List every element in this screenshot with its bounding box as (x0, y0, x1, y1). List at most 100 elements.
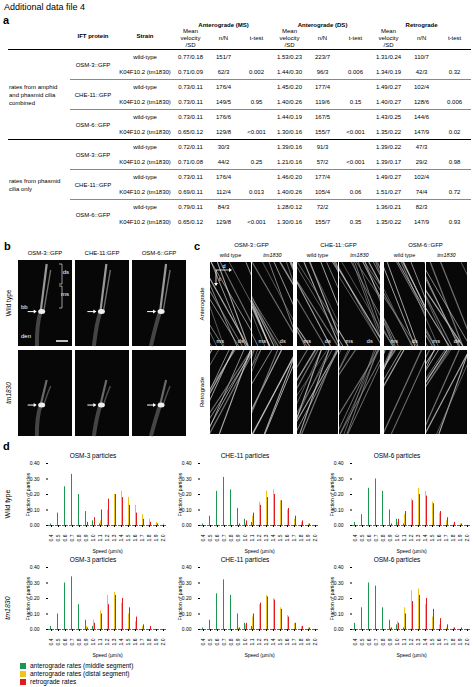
svg-text:1.7: 1.7 (291, 638, 297, 645)
svg-text:Fraction of particles: Fraction of particles (177, 472, 183, 516)
svg-text:ds: ds (367, 338, 373, 344)
svg-text:ms: ms (391, 338, 399, 344)
svg-text:0.8: 0.8 (228, 638, 234, 645)
svg-text:0.40: 0.40 (334, 460, 344, 466)
svg-text:0.8: 0.8 (228, 534, 234, 541)
svg-text:1.9: 1.9 (305, 638, 311, 645)
svg-text:ds: ds (325, 338, 331, 344)
svg-text:0.30: 0.30 (334, 476, 344, 482)
svg-text:0.7: 0.7 (221, 534, 227, 541)
svg-text:0.4: 0.4 (200, 638, 206, 645)
svg-text:1.9: 1.9 (457, 638, 463, 645)
svg-text:1.4: 1.4 (422, 534, 428, 541)
svg-text:1.8: 1.8 (298, 534, 304, 541)
svg-text:2.0: 2.0 (464, 534, 470, 541)
svg-text:wild type: wild type (306, 252, 328, 258)
svg-text:0.7: 0.7 (221, 638, 227, 645)
svg-text:OSM-3::GFP: OSM-3::GFP (234, 242, 269, 248)
svg-text:0.40: 0.40 (30, 564, 40, 570)
svg-text:1.4: 1.4 (118, 638, 124, 645)
svg-text:1.1: 1.1 (249, 534, 255, 541)
svg-text:ms: ms (433, 338, 441, 344)
svg-text:1.2: 1.2 (256, 638, 262, 645)
svg-text:0.10: 0.10 (334, 611, 344, 617)
svg-text:1.9: 1.9 (153, 534, 159, 541)
svg-text:1.0: 1.0 (242, 638, 248, 645)
svg-text:1.8: 1.8 (450, 534, 456, 541)
svg-text:1.6: 1.6 (284, 638, 290, 645)
svg-text:1.5: 1.5 (125, 534, 131, 541)
svg-text:0.10: 0.10 (182, 611, 192, 617)
svg-text:Speed (µm/s): Speed (µm/s) (92, 652, 122, 658)
svg-text:1.4: 1.4 (270, 638, 276, 645)
svg-text:2.0: 2.0 (312, 534, 318, 541)
svg-text:0.10: 0.10 (334, 507, 344, 513)
svg-text:0.7: 0.7 (373, 638, 379, 645)
svg-text:1.6: 1.6 (132, 534, 138, 541)
svg-text:2.0: 2.0 (464, 638, 470, 645)
svg-text:wild type: wild type (219, 252, 241, 258)
svg-text:0.10: 0.10 (30, 611, 40, 617)
svg-text:1.1: 1.1 (249, 638, 255, 645)
svg-text:Fraction of particles: Fraction of particles (25, 472, 31, 516)
svg-text:ds: ds (412, 338, 418, 344)
svg-text:Fraction of particles: Fraction of particles (329, 576, 335, 620)
svg-text:0.00: 0.00 (30, 522, 40, 528)
svg-text:1.1: 1.1 (97, 534, 103, 541)
svg-text:0.6: 0.6 (62, 534, 68, 541)
svg-text:0.20: 0.20 (182, 595, 192, 601)
svg-text:0.9: 0.9 (83, 638, 89, 645)
svg-text:Speed (µm/s): Speed (µm/s) (396, 652, 426, 658)
svg-text:0.6: 0.6 (214, 534, 220, 541)
svg-text:0.20: 0.20 (334, 595, 344, 601)
svg-text:1.2: 1.2 (104, 534, 110, 541)
svg-text:0.5: 0.5 (55, 534, 61, 541)
svg-text:0.00: 0.00 (182, 626, 192, 632)
svg-text:0.8: 0.8 (76, 638, 82, 645)
svg-text:1.3: 1.3 (415, 534, 421, 541)
svg-text:Speed (µm/s): Speed (µm/s) (244, 652, 274, 658)
svg-text:1.8: 1.8 (146, 638, 152, 645)
svg-text:den: den (21, 333, 31, 339)
svg-text:1.1: 1.1 (401, 638, 407, 645)
svg-text:Speed (µm/s): Speed (µm/s) (244, 548, 274, 554)
svg-text:0.4: 0.4 (48, 638, 54, 645)
svg-text:1.0: 1.0 (394, 638, 400, 645)
svg-text:1.6: 1.6 (132, 638, 138, 645)
svg-text:1.3: 1.3 (263, 534, 269, 541)
svg-text:tm1830: tm1830 (437, 252, 456, 258)
svg-text:CHE-11::GFP: CHE-11::GFP (320, 242, 357, 248)
svg-text:1.8: 1.8 (450, 638, 456, 645)
svg-text:0.8: 0.8 (380, 534, 386, 541)
svg-text:ds: ds (238, 338, 244, 344)
svg-text:0.00: 0.00 (30, 626, 40, 632)
svg-text:0.00: 0.00 (182, 522, 192, 528)
svg-text:0.5: 0.5 (359, 534, 365, 541)
svg-text:Retrograde: Retrograde (199, 376, 205, 407)
svg-text:ms: ms (346, 338, 354, 344)
svg-text:0.30: 0.30 (334, 580, 344, 586)
svg-text:1.3: 1.3 (111, 534, 117, 541)
svg-text:1.5: 1.5 (429, 534, 435, 541)
svg-text:1.1: 1.1 (401, 534, 407, 541)
svg-text:t: t (219, 276, 221, 282)
svg-text:0.6: 0.6 (366, 638, 372, 645)
svg-text:OSM-3::GFP: OSM-3::GFP (28, 250, 63, 256)
svg-text:1.3: 1.3 (263, 638, 269, 645)
svg-text:bb: bb (21, 304, 28, 310)
svg-text:1.8: 1.8 (298, 638, 304, 645)
svg-text:1.9: 1.9 (457, 534, 463, 541)
svg-text:0.4: 0.4 (352, 638, 358, 645)
svg-text:Anterograde: Anterograde (199, 287, 205, 321)
svg-text:0.4: 0.4 (200, 534, 206, 541)
svg-text:ms: ms (304, 338, 312, 344)
svg-text:0.40: 0.40 (334, 564, 344, 570)
svg-text:tm1830: tm1830 (263, 252, 282, 258)
svg-text:0.10: 0.10 (30, 507, 40, 513)
svg-text:0.5: 0.5 (207, 638, 213, 645)
svg-text:0.40: 0.40 (182, 564, 192, 570)
svg-text:1.3: 1.3 (111, 638, 117, 645)
svg-text:0.5: 0.5 (55, 638, 61, 645)
svg-text:2.0: 2.0 (312, 638, 318, 645)
svg-text:OSM-6::GFP: OSM-6::GFP (408, 242, 443, 248)
